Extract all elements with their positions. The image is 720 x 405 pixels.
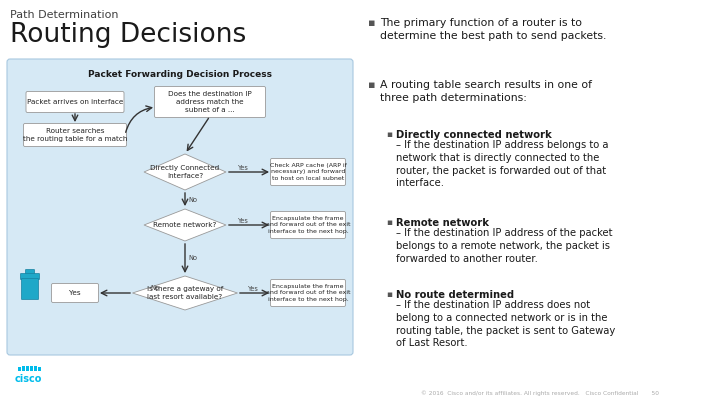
FancyBboxPatch shape	[22, 279, 38, 300]
FancyBboxPatch shape	[271, 211, 346, 239]
Text: Directly connected network: Directly connected network	[396, 130, 552, 140]
Text: Check ARP cache (ARP if
necessary) and forward
to host on local subnet: Check ARP cache (ARP if necessary) and f…	[269, 163, 346, 181]
Text: No route determined: No route determined	[396, 290, 514, 300]
Text: No: No	[189, 196, 197, 202]
Text: – If the destination IP address belongs to a
network that is directly connected : – If the destination IP address belongs …	[396, 140, 608, 188]
Text: ▪: ▪	[386, 218, 392, 227]
Text: Does the destination IP
address match the
subnet of a ...: Does the destination IP address match th…	[168, 92, 252, 113]
Text: No: No	[150, 285, 160, 291]
Text: The primary function of a router is to
determine the best path to send packets.: The primary function of a router is to d…	[380, 18, 606, 41]
FancyBboxPatch shape	[26, 92, 124, 113]
Text: Encapsulate the frame
and forward out of the exit
interface to the next hop.: Encapsulate the frame and forward out of…	[266, 284, 350, 302]
Text: © 2016  Cisco and/or its affiliates. All rights reserved.   Cisco Confidential  : © 2016 Cisco and/or its affiliates. All …	[421, 390, 659, 396]
Text: Yes: Yes	[248, 286, 258, 292]
FancyBboxPatch shape	[271, 279, 346, 307]
Bar	[18, 367, 20, 371]
Text: Routing Decisions: Routing Decisions	[10, 22, 246, 48]
Text: A routing table search results in one of
three path determinations:: A routing table search results in one of…	[380, 80, 592, 103]
FancyBboxPatch shape	[24, 124, 127, 147]
Text: Packet arrives on interface: Packet arrives on interface	[27, 99, 123, 105]
FancyBboxPatch shape	[20, 273, 40, 279]
Text: Yes: Yes	[238, 218, 248, 224]
Bar	[30, 366, 32, 371]
Text: Encapsulate the frame
and forward out of the exit
interface to the next hop.: Encapsulate the frame and forward out of…	[266, 216, 350, 234]
Text: – If the destination IP address does not
belong to a connected network or is in : – If the destination IP address does not…	[396, 300, 616, 348]
Text: ▪: ▪	[386, 130, 392, 139]
Bar	[34, 366, 37, 371]
Text: cisco: cisco	[14, 374, 42, 384]
Text: Directly Connected
Interface?: Directly Connected Interface?	[150, 165, 220, 179]
Bar	[26, 366, 29, 371]
Text: Path Determination: Path Determination	[10, 10, 119, 20]
Text: Packet Forwarding Decision Process: Packet Forwarding Decision Process	[88, 70, 272, 79]
Text: ▪: ▪	[368, 18, 376, 28]
Text: No: No	[189, 256, 197, 262]
Text: Yes: Yes	[69, 290, 81, 296]
Text: Remote network: Remote network	[396, 218, 489, 228]
FancyBboxPatch shape	[155, 87, 266, 117]
FancyBboxPatch shape	[52, 284, 99, 303]
Text: Router searches
the routing table for a match: Router searches the routing table for a …	[23, 128, 127, 142]
Polygon shape	[144, 154, 226, 190]
Bar	[22, 366, 24, 371]
Bar	[38, 367, 40, 371]
FancyBboxPatch shape	[25, 269, 35, 275]
Text: Is there a gateway of
last resort available?: Is there a gateway of last resort availa…	[147, 286, 223, 300]
Polygon shape	[144, 209, 226, 241]
Text: – If the destination IP address of the packet
belongs to a remote network, the p: – If the destination IP address of the p…	[396, 228, 613, 264]
Polygon shape	[132, 276, 238, 310]
Text: ▪: ▪	[386, 290, 392, 299]
Text: Yes: Yes	[238, 165, 248, 171]
FancyBboxPatch shape	[271, 158, 346, 185]
Text: Remote network?: Remote network?	[153, 222, 217, 228]
FancyBboxPatch shape	[7, 59, 353, 355]
Text: ▪: ▪	[368, 80, 376, 90]
